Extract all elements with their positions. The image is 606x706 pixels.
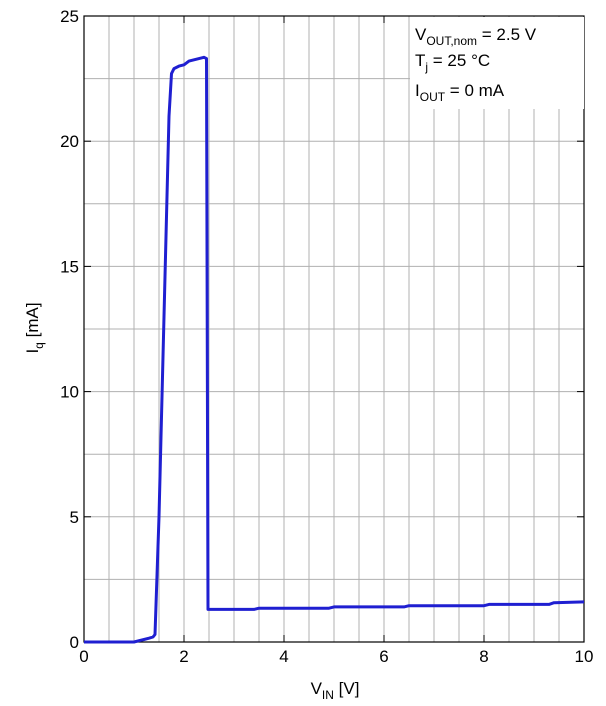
x-axis-label: VIN [V] xyxy=(311,679,360,702)
x-tick-label: 8 xyxy=(479,647,488,666)
y-tick-label: 10 xyxy=(60,383,79,402)
x-tick-labels: 0 2 4 6 8 10 xyxy=(79,647,593,666)
x-tick-label: 10 xyxy=(575,647,594,666)
annotation-tj: Tj = 25 °C xyxy=(415,51,490,74)
annotation-vout: VOUT,nom = 2.5 V xyxy=(415,25,537,48)
y-tick-label: 20 xyxy=(60,132,79,151)
y-tick-label: 0 xyxy=(70,633,79,652)
plot-frame xyxy=(83,15,585,643)
y-tick-label: 25 xyxy=(60,7,79,26)
annotation-box: VOUT,nom = 2.5 V Tj = 25 °C IOUT = 0 mA xyxy=(410,17,584,109)
y-axis-label: Iq [mA] xyxy=(23,302,46,353)
series-line xyxy=(84,55,585,644)
series xyxy=(84,55,585,644)
annotation-iout: IOUT = 0 mA xyxy=(415,81,505,104)
y-tick-label: 15 xyxy=(60,257,79,276)
y-tick-labels: 0 5 10 15 20 25 xyxy=(60,7,79,652)
y-tick-label: 5 xyxy=(70,508,79,527)
x-tick-label: 4 xyxy=(279,647,288,666)
x-tick-label: 6 xyxy=(379,647,388,666)
x-tick-label: 2 xyxy=(179,647,188,666)
plot-border xyxy=(83,15,585,643)
x-tick-label: 0 xyxy=(79,647,88,666)
